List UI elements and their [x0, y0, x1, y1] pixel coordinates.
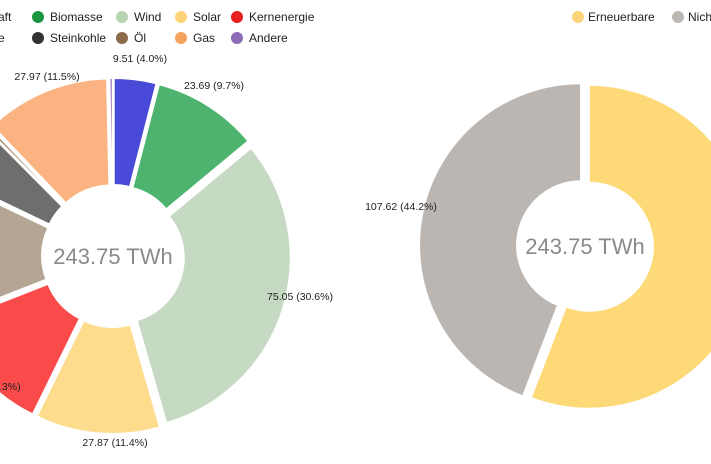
legend-marker-öl [116, 32, 128, 44]
chart1-slice-kernenergie [0, 282, 81, 416]
chart1-slice-braunkohle [0, 203, 50, 299]
chart1-data-label-solar: 27.87 (11.4%) [82, 437, 147, 449]
chart2-center-label: 243.75 TWh [525, 234, 644, 259]
legend-label-solar: Solar [193, 10, 221, 24]
chart1-data-label-gas: 27.97 (11.5%) [14, 71, 79, 83]
legend-marker-andere [231, 32, 243, 44]
legend-label-öl: Öl [134, 31, 146, 45]
chart1-slice-öl [0, 135, 66, 207]
legend-marker-solar [175, 11, 187, 23]
chart1-data-label-wasserkraft: 9.51 (4.0%) [113, 53, 167, 65]
legend2-marker-erneuerbare [572, 11, 584, 23]
chart2-slice-erneuerbare [529, 83, 711, 410]
chart1-slice-steinkohle [0, 142, 64, 226]
legend2-label-erneuerbare: Erneuerbare [588, 10, 655, 24]
legend-marker-kernenergie [231, 11, 243, 23]
chart1-data-label-biomasse: 23.69 (9.7%) [184, 80, 244, 92]
legend-label-wind: Wind [134, 10, 161, 24]
legend2-marker-nicht [672, 11, 684, 23]
legend-label-biomasse: Biomasse [50, 10, 103, 24]
chart1-slice-gas [0, 77, 111, 205]
legend-marker-steinkohle [32, 32, 44, 44]
chart1-center-label: 243.75 TWh [53, 244, 172, 269]
chart1-slice-solar [35, 319, 162, 435]
legend-marker-gas [175, 32, 187, 44]
chart1-slice-andere [108, 77, 114, 187]
legend-marker-wind [116, 11, 128, 23]
chart2-slice-nicht-erneuerbare [418, 82, 583, 398]
chart1-data-label-kernenergie: …3%) [0, 381, 21, 393]
chart1-slice-biomasse [131, 83, 250, 211]
chart1-slice-wind [135, 146, 292, 425]
legend-label-aft: …aft [0, 10, 12, 24]
legend2-label-nicht: Nicht… [688, 10, 711, 24]
legend-label-e: …e [0, 31, 5, 45]
legend-label-andere: Andere [249, 31, 288, 45]
legend-label-gas: Gas [193, 31, 215, 45]
chart2-data-label-nicht-erneuerbare: 107.62 (44.2%) [365, 201, 437, 213]
legend-label-steinkohle: Steinkohle [50, 31, 106, 45]
chart1-data-label-wind: 75.05 (30.6%) [267, 291, 333, 303]
legend-label-kernenergie: Kernenergie [249, 10, 315, 24]
chart1-slice-wasserkraft [112, 77, 158, 189]
legend-marker-biomasse [32, 11, 44, 23]
